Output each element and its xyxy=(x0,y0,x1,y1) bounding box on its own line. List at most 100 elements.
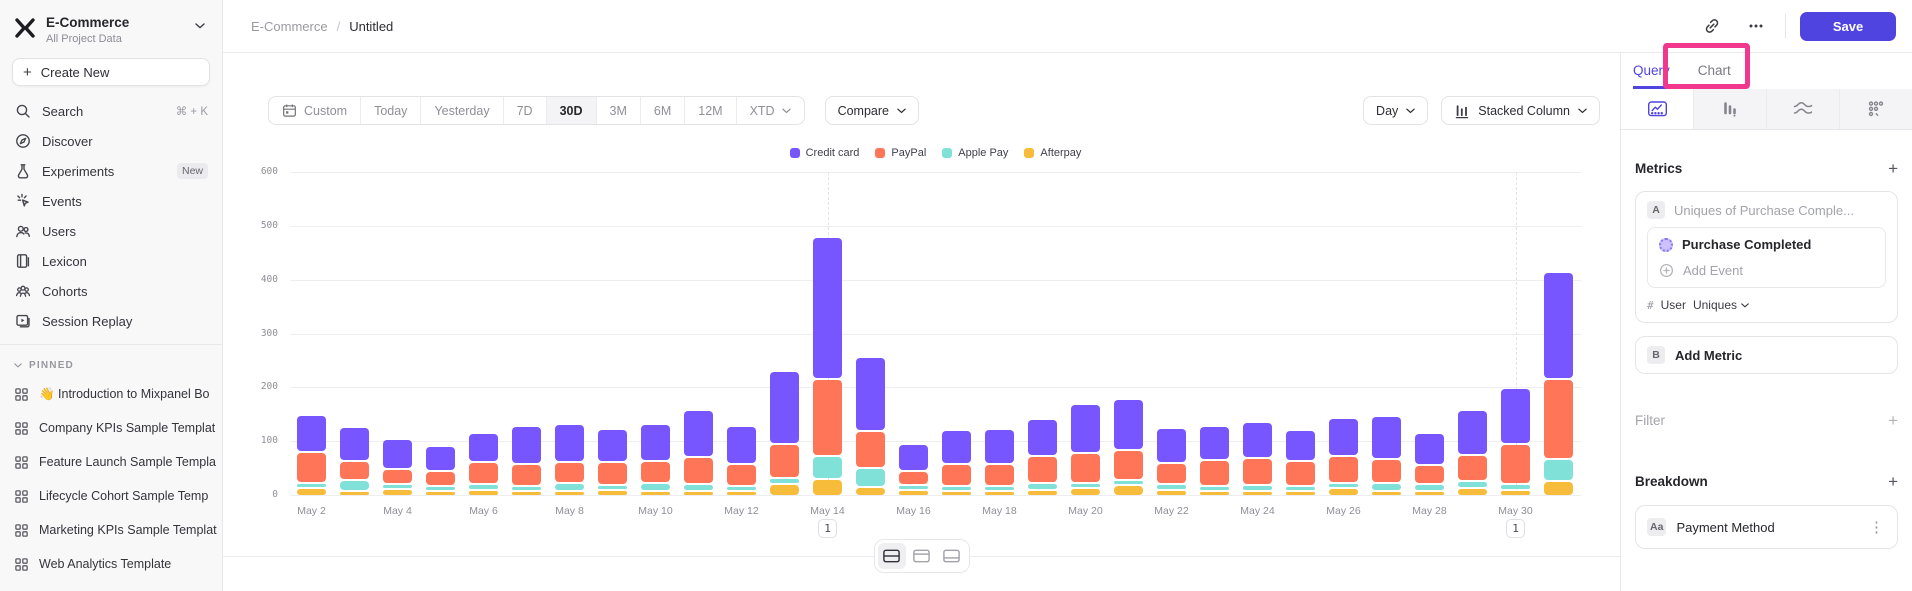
bar-segment[interactable] xyxy=(1329,483,1358,487)
bar-segment[interactable] xyxy=(813,237,842,379)
bar-segment[interactable] xyxy=(899,472,928,484)
bar-segment[interactable] xyxy=(1157,485,1186,489)
stacked-bar[interactable] xyxy=(1157,172,1186,495)
breadcrumb-project[interactable]: E-Commerce xyxy=(251,18,328,34)
add-metric-card[interactable]: B Add Metric xyxy=(1635,336,1898,374)
bar-segment[interactable] xyxy=(1243,423,1272,458)
bar-segment[interactable] xyxy=(383,485,412,489)
retention-dots-icon[interactable] xyxy=(1839,89,1912,129)
stacked-bar[interactable] xyxy=(856,172,885,495)
bar-segment[interactable] xyxy=(1114,399,1143,450)
bar-segment[interactable] xyxy=(555,491,584,495)
bar-segment[interactable] xyxy=(1071,453,1100,482)
bar-segment[interactable] xyxy=(297,415,326,452)
bar-segment[interactable] xyxy=(1157,429,1186,462)
bar-segment[interactable] xyxy=(1415,491,1444,495)
bar-segment[interactable] xyxy=(1544,272,1573,378)
bar-segment[interactable] xyxy=(684,491,713,495)
annotation-badge[interactable]: 1 xyxy=(818,519,837,538)
bar-segment[interactable] xyxy=(942,431,971,464)
sidebar-item-lexicon[interactable]: Lexicon xyxy=(0,246,222,276)
bar-segment[interactable] xyxy=(1286,491,1315,495)
bar-segment[interactable] xyxy=(813,479,842,495)
range-30d[interactable]: 30D xyxy=(546,97,597,124)
tab-query[interactable]: Query xyxy=(1633,53,1670,89)
granularity-dropdown[interactable]: Day xyxy=(1363,96,1429,125)
bar-segment[interactable] xyxy=(1501,485,1530,489)
bar-segment[interactable] xyxy=(813,456,842,478)
bar-segment[interactable] xyxy=(899,490,928,495)
bar-segment[interactable] xyxy=(1329,488,1358,495)
flows-icon[interactable] xyxy=(1766,89,1839,129)
chevron-down-icon[interactable] xyxy=(195,23,205,29)
save-button[interactable]: Save xyxy=(1800,11,1896,41)
bar-segment[interactable] xyxy=(727,465,756,485)
bar-segment[interactable] xyxy=(684,410,713,457)
bar-segment[interactable] xyxy=(899,485,928,489)
bar-segment[interactable] xyxy=(555,483,584,490)
sidebar-item-users[interactable]: Users xyxy=(0,216,222,246)
stacked-bar[interactable] xyxy=(555,172,584,495)
event-name[interactable]: Purchase Completed xyxy=(1682,237,1812,252)
bar-segment[interactable] xyxy=(1243,486,1272,490)
bar-segment[interactable] xyxy=(641,492,670,495)
bar-segment[interactable] xyxy=(1458,482,1487,487)
breakdown-item-card[interactable]: Aa Payment Method ⋮ xyxy=(1635,505,1898,549)
pinned-board-item[interactable]: 👋 Introduction to Mixpanel Bo xyxy=(0,377,222,411)
bar-segment[interactable] xyxy=(684,485,713,490)
bar-segment[interactable] xyxy=(1544,460,1573,480)
range-3m[interactable]: 3M xyxy=(597,97,641,124)
bar-segment[interactable] xyxy=(985,486,1014,490)
metric-a-name[interactable]: Uniques of Purchase Comple... xyxy=(1674,202,1854,218)
bar-segment[interactable] xyxy=(340,492,369,495)
bar-segment[interactable] xyxy=(1372,483,1401,490)
stacked-bar[interactable] xyxy=(727,172,756,495)
bar-segment[interactable] xyxy=(856,487,885,495)
stacked-bar[interactable] xyxy=(641,172,670,495)
range-yesterday[interactable]: Yesterday xyxy=(421,97,504,124)
add-breakdown-plus-icon[interactable]: + xyxy=(1888,472,1898,491)
bar-segment[interactable] xyxy=(555,463,584,482)
stacked-bar[interactable] xyxy=(383,172,412,495)
sidebar-item-events[interactable]: Events xyxy=(0,186,222,216)
annotation-badge[interactable]: 1 xyxy=(1506,519,1525,538)
bar-segment[interactable] xyxy=(426,486,455,490)
stacked-bar[interactable] xyxy=(684,172,713,495)
stacked-bar[interactable] xyxy=(340,172,369,495)
bar-segment[interactable] xyxy=(555,425,584,462)
bar-segment[interactable] xyxy=(856,469,885,486)
range-xtd[interactable]: XTD xyxy=(737,97,804,124)
layout-table-only-button[interactable] xyxy=(938,543,966,569)
layout-chart-only-button[interactable] xyxy=(908,543,936,569)
stacked-bar[interactable] xyxy=(985,172,1014,495)
stacked-bar[interactable] xyxy=(297,172,326,495)
range-7d[interactable]: 7D xyxy=(504,97,547,124)
bar-segment[interactable] xyxy=(770,478,799,484)
bar-segment[interactable] xyxy=(1501,389,1530,443)
bar-segment[interactable] xyxy=(1501,490,1530,495)
legend-item[interactable]: PayPal xyxy=(875,147,926,159)
bar-segment[interactable] xyxy=(1071,483,1100,487)
pinned-board-item[interactable]: Lifecycle Cohort Sample Temp xyxy=(0,479,222,513)
bar-segment[interactable] xyxy=(383,490,412,495)
event-card[interactable]: Purchase Completed Add Event xyxy=(1647,227,1886,288)
sidebar-item-discover[interactable]: Discover xyxy=(0,126,222,156)
bar-segment[interactable] xyxy=(1286,462,1315,485)
bar-segment[interactable] xyxy=(641,462,670,482)
metric-a-card[interactable]: A Uniques of Purchase Comple... Purchase… xyxy=(1635,191,1898,323)
bar-segment[interactable] xyxy=(512,486,541,490)
pinned-board-item[interactable]: Web Analytics Template xyxy=(0,547,222,581)
bar-segment[interactable] xyxy=(985,465,1014,485)
bar-segment[interactable] xyxy=(512,427,541,464)
bar-segment[interactable] xyxy=(1372,459,1401,482)
bar-segment[interactable] xyxy=(1458,488,1487,495)
range-today[interactable]: Today xyxy=(361,97,422,124)
stacked-bar[interactable] xyxy=(1544,172,1573,495)
sidebar-item-cohorts[interactable]: Cohorts xyxy=(0,276,222,306)
pinned-board-item[interactable]: Feature Launch Sample Templa xyxy=(0,445,222,479)
bar-segment[interactable] xyxy=(340,481,369,490)
insights-line-icon[interactable] xyxy=(1621,89,1693,129)
bar-segment[interactable] xyxy=(512,465,541,485)
bar-segment[interactable] xyxy=(469,490,498,495)
pinned-section-toggle[interactable]: PINNED xyxy=(0,353,222,377)
